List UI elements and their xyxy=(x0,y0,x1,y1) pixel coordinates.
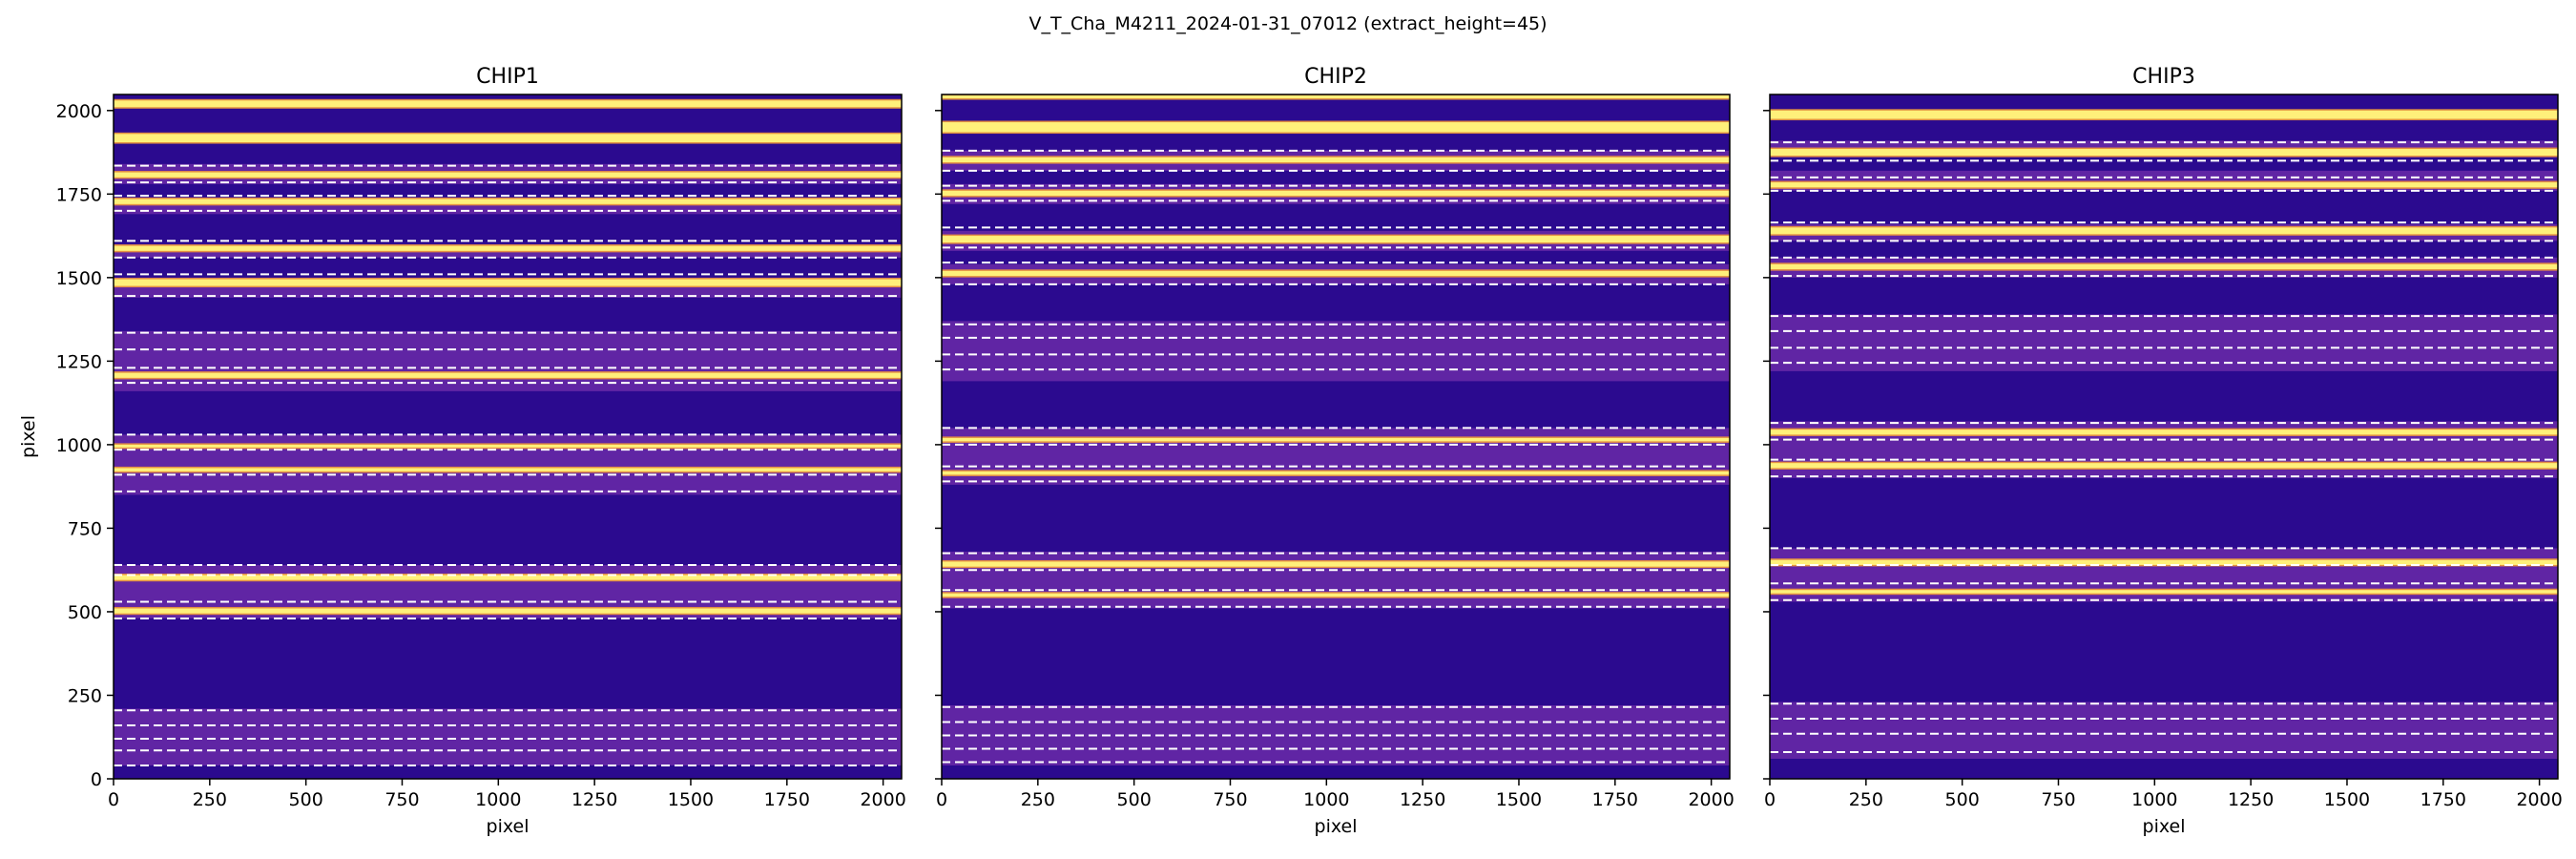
axes-frame xyxy=(1769,94,2559,780)
order-band xyxy=(114,708,902,765)
x-tick-label: 500 xyxy=(289,789,323,810)
x-tick-label: 250 xyxy=(1021,789,1055,810)
x-tick-label: 500 xyxy=(1945,789,1980,810)
x-tick-label: 1500 xyxy=(668,789,714,810)
trace xyxy=(114,608,902,614)
x-tick-label: 2000 xyxy=(860,789,905,810)
order-band xyxy=(1770,702,2558,759)
x-tick-label: 1750 xyxy=(764,789,810,810)
chip-panel: CHIP1 0 250 500 750 1000 1250 1500 1750 2000 0 250 5… xyxy=(18,65,906,837)
x-axis-label: pixel xyxy=(1315,816,1358,837)
x-axis-label: pixel xyxy=(487,816,530,837)
y-tick-label: 1750 xyxy=(56,184,102,205)
x-tick-label: 1500 xyxy=(1496,789,1542,810)
y-tick-label: 500 xyxy=(68,602,102,623)
x-tick-label: 750 xyxy=(2041,789,2075,810)
trace xyxy=(1770,227,2558,235)
trace xyxy=(114,468,902,471)
trace xyxy=(1770,430,2558,435)
trace xyxy=(114,245,902,251)
trace xyxy=(114,575,902,580)
trace xyxy=(114,199,902,204)
trace xyxy=(942,190,1730,197)
figure-title: V_T_Cha_M4211_2024-01-31_07012 (extract_… xyxy=(1028,13,1548,34)
trace xyxy=(942,437,1730,442)
trace xyxy=(942,236,1730,243)
x-tick-label: 2000 xyxy=(2516,789,2562,810)
trace xyxy=(1770,149,2558,157)
x-tick-label: 0 xyxy=(1764,789,1776,810)
trace xyxy=(942,471,1730,475)
axes-frame xyxy=(113,94,903,780)
y-tick-label: 0 xyxy=(91,769,102,790)
y-tick-label: 1250 xyxy=(56,351,102,372)
trace xyxy=(114,372,902,378)
x-tick-label: 500 xyxy=(1117,789,1152,810)
x-tick-label: 0 xyxy=(108,789,119,810)
x-tick-label: 1750 xyxy=(1592,789,1638,810)
order-band xyxy=(114,330,902,391)
x-tick-label: 1250 xyxy=(1400,789,1445,810)
x-tick-label: 1250 xyxy=(2228,789,2274,810)
trace xyxy=(942,593,1730,597)
x-tick-label: 250 xyxy=(1849,789,1883,810)
order-band xyxy=(942,321,1730,382)
trace xyxy=(114,444,902,448)
y-axis-label: pixel xyxy=(18,415,39,458)
trace xyxy=(1770,463,2558,469)
trace xyxy=(942,157,1730,163)
chip-panel: CHIP2 0 250 500 750 1000 1250 1500 1750 2000 pixel xyxy=(935,65,1735,837)
trace xyxy=(114,100,902,108)
chart-title: CHIP3 xyxy=(2132,65,2195,89)
x-tick-label: 2000 xyxy=(1688,789,1734,810)
y-tick-label: 1000 xyxy=(56,435,102,456)
axes-frame xyxy=(941,94,1731,780)
x-tick-label: 750 xyxy=(1213,789,1247,810)
trace xyxy=(1770,182,2558,188)
chip-panel: CHIP3 0 250 500 750 1000 1250 1500 1750 2000 pixel xyxy=(1763,65,2563,837)
x-axis-label: pixel xyxy=(2143,816,2186,837)
trace xyxy=(942,122,1730,133)
x-tick-label: 250 xyxy=(193,789,227,810)
x-tick-label: 0 xyxy=(936,789,947,810)
trace xyxy=(114,172,902,178)
x-tick-label: 1250 xyxy=(571,789,617,810)
x-tick-label: 750 xyxy=(384,789,419,810)
order-band xyxy=(942,428,1730,485)
order-band xyxy=(1770,314,2558,371)
trace xyxy=(114,134,902,143)
chart-title: CHIP2 xyxy=(1304,65,1367,89)
y-tick-label: 250 xyxy=(68,685,102,706)
y-tick-label: 2000 xyxy=(56,101,102,122)
trace xyxy=(1770,590,2558,594)
x-tick-label: 1000 xyxy=(2131,789,2177,810)
trace xyxy=(114,279,902,286)
x-tick-label: 1500 xyxy=(2324,789,2370,810)
y-tick-label: 750 xyxy=(68,518,102,539)
trace xyxy=(1770,110,2558,119)
trace xyxy=(942,561,1730,567)
trace xyxy=(1770,559,2558,565)
trace xyxy=(942,270,1730,277)
trace xyxy=(942,95,1730,99)
y-tick-label: 1500 xyxy=(56,268,102,289)
trace xyxy=(1770,263,2558,270)
x-tick-label: 1000 xyxy=(475,789,521,810)
x-tick-label: 1000 xyxy=(1303,789,1349,810)
x-tick-label: 1750 xyxy=(2420,789,2466,810)
chart-title: CHIP1 xyxy=(476,65,539,89)
order-band xyxy=(942,551,1730,609)
